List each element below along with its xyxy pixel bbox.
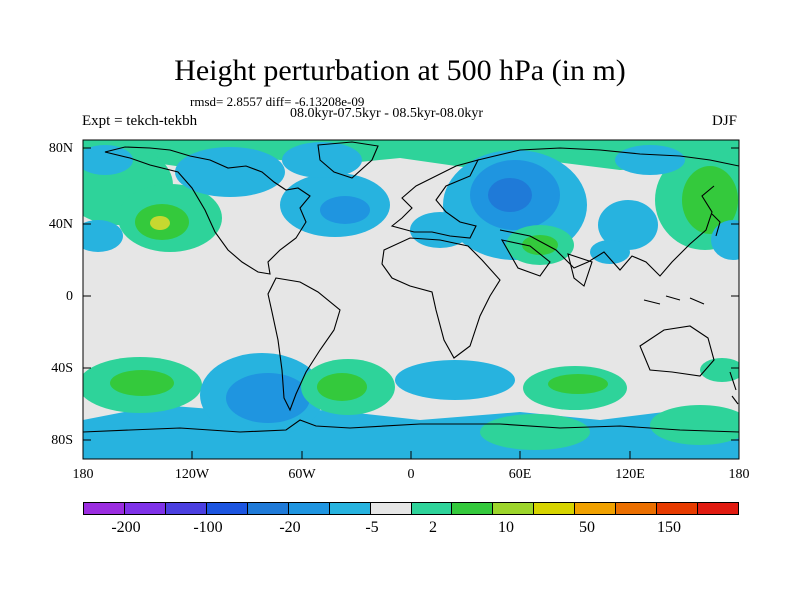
contour-n-blue-canada <box>175 147 285 197</box>
lon-tick-label: 120E <box>615 467 645 482</box>
lon-tick-label: 60W <box>288 467 316 482</box>
contour-s-green-atlantic <box>317 373 367 401</box>
contour-n-lightblue-india <box>590 240 630 264</box>
lat-tick-label: 80S <box>51 433 73 448</box>
contour-n-blue-greenland <box>282 142 362 178</box>
colorbar-swatch <box>575 503 617 514</box>
colorbar-swatch <box>493 503 535 514</box>
contour-s-teal-far-east <box>650 405 739 445</box>
lon-tick-label: 0 <box>407 467 415 482</box>
colorbar-label: -200 <box>111 519 141 536</box>
contour-n-green-eastasia <box>682 166 738 234</box>
coast-south-america <box>267 277 341 412</box>
map-ticks <box>82 147 740 459</box>
colorbar-swatch <box>165 503 207 514</box>
colorbar-swatch <box>616 503 658 514</box>
colorbar-label: -5 <box>365 519 379 536</box>
colorbar-label: 50 <box>579 519 595 536</box>
contour-n-green-mideast <box>522 235 558 255</box>
coastlines <box>83 141 739 433</box>
coast-maritime-continent <box>643 295 705 305</box>
contour-s-green-east <box>548 374 608 394</box>
colorbar-swatch <box>84 503 125 514</box>
colorbar-label: 150 <box>657 519 681 536</box>
contour-n-blue-mediterranean <box>410 212 470 248</box>
contour-s-teal-south <box>480 414 590 450</box>
lat-tick-label: 80N <box>48 141 73 156</box>
coast-arabia <box>500 239 551 277</box>
colorbar-swatch <box>288 503 330 514</box>
contour-n-blue-dateline <box>711 220 739 260</box>
coast-india <box>567 253 593 287</box>
contour-s-blue-pacific-core <box>226 373 310 423</box>
colorbar-label: 10 <box>498 519 514 536</box>
coast-africa <box>381 237 501 359</box>
contour-n-blue-atlantic-core <box>320 196 370 224</box>
lon-tick-label: 60E <box>508 467 532 482</box>
contour-n-blue-asia <box>598 200 658 250</box>
contour-n-yellow-nepacific <box>150 216 170 230</box>
coast-north-america <box>104 146 311 275</box>
colorbar-swatch <box>657 503 699 514</box>
colorbar-swatch <box>329 503 371 514</box>
lon-tick-label: 180 <box>728 467 750 482</box>
coast-greenland <box>317 141 379 179</box>
colorbar-swatch <box>124 503 166 514</box>
lon-tick-label: 180 <box>72 467 94 482</box>
colorbar-swatch <box>534 503 576 514</box>
colorbar <box>83 502 739 515</box>
contour-n-teal-arctic-band <box>83 140 739 170</box>
contour-n-blue-eurasia-core <box>488 178 532 212</box>
colorbar-label: -100 <box>193 519 223 536</box>
lon-tick-label: 120W <box>174 467 210 482</box>
experiment-label: Expt = tekch-tekbh <box>82 113 198 129</box>
colorbar-swatch <box>247 503 289 514</box>
contour-s-teal-east-low <box>700 358 739 382</box>
contour-n-blue-arctic-east <box>615 145 685 175</box>
coast-antarctica <box>83 419 739 433</box>
contour-s-lightblue-indian <box>395 360 515 400</box>
lat-tick-label: 0 <box>66 289 73 304</box>
coast-japan <box>711 213 721 237</box>
colorbar-label: 2 <box>429 519 437 536</box>
rmsd-diff-stats: rmsd= 2.8557 diff= -6.13208e-09 <box>190 94 365 109</box>
contour-n-blue-west-edge <box>83 220 123 252</box>
contour-n-blue-north <box>83 145 133 175</box>
lat-tick-label: 40S <box>51 361 73 376</box>
plot-title: Height perturbation at 500 hPa (in m) <box>174 54 626 87</box>
season-label: DJF <box>712 113 738 129</box>
period-label: 08.0kyr-07.5kyr - 08.5kyr-08.0kyr <box>290 106 484 121</box>
contour-s-green-west-core <box>110 370 174 396</box>
coast-australia <box>639 325 715 377</box>
colorbar-swatch <box>452 503 494 514</box>
coast-europe <box>390 159 480 239</box>
colorbar-swatch <box>206 503 248 514</box>
coast-new-zealand <box>729 371 739 405</box>
coast-asia <box>477 147 739 277</box>
colorbar-label: -20 <box>279 519 301 536</box>
lat-tick-label: 40N <box>48 217 73 232</box>
colorbar-swatch <box>370 503 412 514</box>
colorbar-swatch <box>411 503 453 514</box>
colorbar-swatch <box>698 503 738 514</box>
